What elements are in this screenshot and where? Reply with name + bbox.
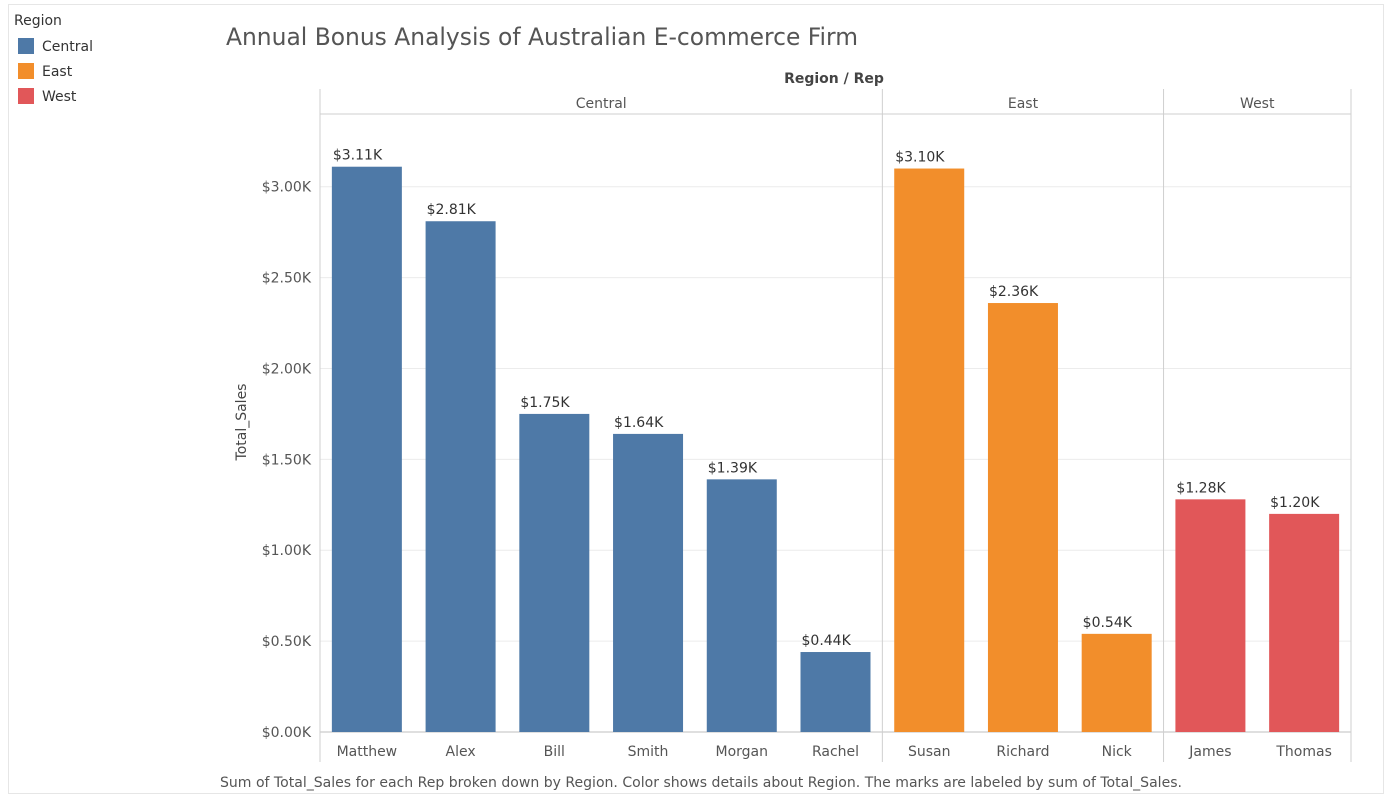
rep-label-nick: Nick xyxy=(1102,744,1133,760)
legend-title: Region xyxy=(14,13,62,29)
bar-morgan xyxy=(706,479,777,732)
bar-label-bill: $1.75K xyxy=(520,395,570,411)
bar-smith xyxy=(613,433,684,732)
rep-label-rachel: Rachel xyxy=(812,744,859,760)
rep-label-thomas: Thomas xyxy=(1275,744,1332,760)
rep-label-smith: Smith xyxy=(628,744,669,760)
y-tick-label: $3.00K xyxy=(262,180,312,196)
legend: Region Central East West xyxy=(14,13,93,105)
region-header-central: Central xyxy=(576,96,627,112)
bar-label-morgan: $1.39K xyxy=(708,460,758,476)
bar-james xyxy=(1175,499,1246,732)
bar-value-labels: $3.11K $2.81K $1.75K $1.64K $1.39K $0.44K $3.1… xyxy=(333,148,1320,649)
viz-frame xyxy=(8,4,1384,794)
bar-label-matthew: $3.11K xyxy=(333,148,383,164)
bar-rachel xyxy=(800,652,871,732)
bar-label-thomas: $1.20K xyxy=(1270,495,1320,511)
rep-label-bill: Bill xyxy=(544,744,565,760)
y-tick-label: $1.00K xyxy=(262,543,312,559)
bar-label-rachel: $0.44K xyxy=(802,633,852,649)
legend-label-west: West xyxy=(42,89,77,105)
rep-label-matthew: Matthew xyxy=(337,744,398,760)
bars xyxy=(331,166,1340,732)
legend-swatch-west xyxy=(18,88,34,104)
rep-label-susan: Susan xyxy=(908,744,951,760)
chart-title: Annual Bonus Analysis of Australian E-co… xyxy=(226,23,858,51)
legend-label-east: East xyxy=(42,64,73,80)
legend-label-central: Central xyxy=(42,39,93,55)
rep-label-richard: Richard xyxy=(996,744,1049,760)
region-headers: Central East West xyxy=(576,96,1275,112)
region-header-east: East xyxy=(1008,96,1039,112)
y-tick-label: $2.00K xyxy=(262,361,312,377)
column-header: Region / Rep xyxy=(784,71,884,87)
bar-label-richard: $2.36K xyxy=(989,284,1039,300)
rep-label-james: James xyxy=(1188,744,1231,760)
bar-susan xyxy=(894,168,965,732)
rep-label-alex: Alex xyxy=(446,744,476,760)
rep-label-morgan: Morgan xyxy=(716,744,769,760)
bar-label-james: $1.28K xyxy=(1176,480,1226,496)
chart-caption: Sum of Total_Sales for each Rep broken d… xyxy=(220,775,1182,791)
y-tick-label: $0.50K xyxy=(262,634,312,650)
y-tick-label: $1.50K xyxy=(262,452,312,468)
y-axis: $0.00K $0.50K $1.00K $1.50K $2.00K $2.50K $3.0… xyxy=(262,180,312,741)
bar-richard xyxy=(987,303,1058,732)
bar-label-alex: $2.81K xyxy=(427,202,477,218)
bar-bill xyxy=(519,413,590,732)
legend-swatch-east xyxy=(18,63,34,79)
bar-label-nick: $0.54K xyxy=(1083,615,1133,631)
bar-matthew xyxy=(331,166,402,732)
bar-thomas xyxy=(1269,513,1340,732)
rep-labels: Matthew Alex Bill Smith Morgan Rachel Susan Ric… xyxy=(337,744,1332,760)
y-axis-label: Total_Sales xyxy=(234,384,250,462)
bar-alex xyxy=(425,221,496,732)
region-header-west: West xyxy=(1240,96,1275,112)
legend-swatch-central xyxy=(18,38,34,54)
y-tick-label: $0.00K xyxy=(262,725,312,741)
y-tick-label: $2.50K xyxy=(262,271,312,287)
bar-label-smith: $1.64K xyxy=(614,415,664,431)
bar-nick xyxy=(1081,633,1152,732)
bar-label-susan: $3.10K xyxy=(895,150,945,166)
